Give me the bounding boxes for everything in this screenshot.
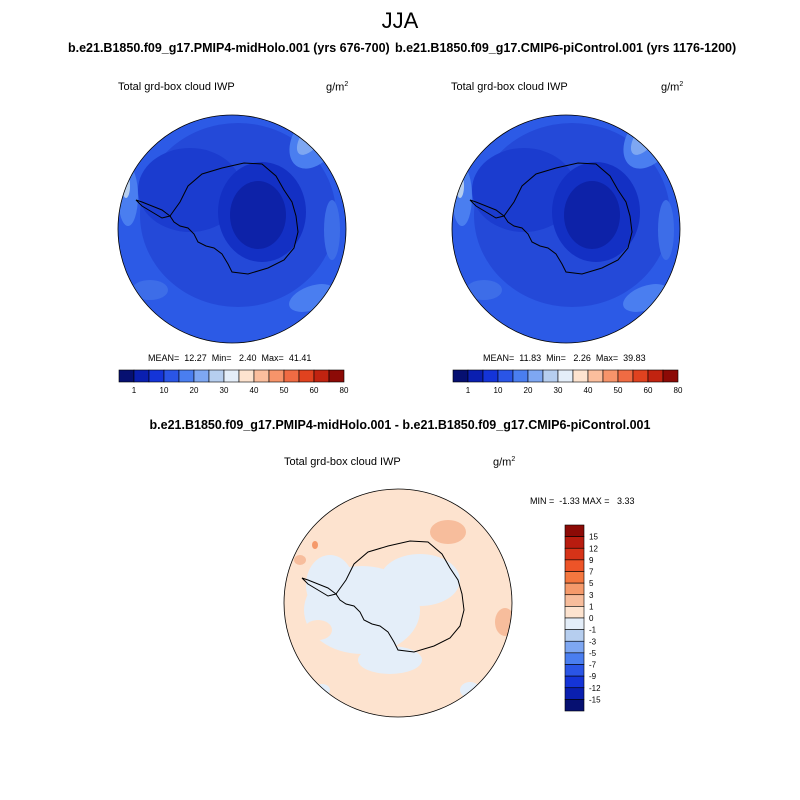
colorbar-left-swatch: [298, 369, 315, 383]
panel-right-run-title: b.e21.B1850.f09_g17.CMIP6-piControl.001 …: [395, 41, 737, 55]
panel-right-variable-label: Total grd-box cloud IWP: [451, 81, 568, 93]
colorbar-difference-tick-label: -12: [589, 684, 601, 693]
figure-title: JJA: [381, 8, 419, 33]
difference-units: g/m2: [493, 456, 516, 469]
colorbar-difference-swatch: [564, 640, 585, 654]
difference-stats: MIN = -1.33 MAX = 3.33: [530, 496, 635, 506]
colorbar-left-swatch: [133, 369, 150, 383]
colorbar-difference-swatch: [564, 571, 585, 584]
colorbar-left-swatch: [163, 369, 180, 383]
colorbar-difference-tick-label: -5: [589, 649, 597, 658]
colorbar-difference-swatch: [564, 652, 585, 665]
colorbar-difference-tick-label: -3: [589, 637, 597, 646]
colorbar-right-swatch: [527, 369, 544, 383]
colorbar-difference-tick-label: 3: [589, 591, 594, 600]
colorbar-difference-swatch: [564, 559, 585, 572]
colorbar-difference-swatch: [564, 629, 585, 642]
colorbar-difference-swatch: [564, 582, 585, 596]
colorbar-left-swatch: [148, 369, 165, 383]
colorbar-right-swatch: [587, 369, 604, 383]
colorbar-difference-tick-label: 15: [589, 533, 598, 542]
colorbar-difference-tick-label: -1: [589, 626, 597, 635]
colorbar-left-tick-label: 50: [280, 386, 289, 395]
colorbar-right-swatch: [512, 369, 529, 383]
panel-left-units: g/m2: [326, 81, 349, 94]
colorbar-difference-tick-label: 9: [589, 556, 594, 565]
colorbar-left-tick-label: 60: [310, 386, 319, 395]
colorbar-right-tick-label: 10: [494, 386, 503, 395]
colorbar-difference-swatch: [564, 524, 585, 537]
colorbar-difference-swatch: [564, 687, 585, 700]
colorbar-right-tick-label: 80: [674, 386, 683, 395]
map-difference: [283, 488, 513, 718]
colorbar-right-swatch: [497, 369, 514, 383]
colorbar-right-tick-label: 1: [466, 386, 471, 395]
colorbar-left-swatch: [178, 369, 195, 383]
colorbar-right-swatch: [662, 369, 679, 383]
colorbar-difference-tick-label: 7: [589, 568, 594, 577]
colorbar-right-swatch: [602, 369, 619, 383]
panel-right-units: g/m2: [661, 81, 684, 94]
colorbar-left-swatch: [253, 369, 270, 383]
colorbar-difference-tick-label: -9: [589, 672, 597, 681]
colorbar-left-tick-label: 40: [250, 386, 259, 395]
colorbar-difference-tick-label: 1: [589, 602, 594, 611]
colorbar-right-swatch: [482, 369, 499, 383]
colorbar-left-swatch: [238, 369, 255, 383]
colorbar-difference: 15 12 9 7 5 3 1 0 -1 -3 -5 -7 -9 -12 -15: [564, 524, 601, 712]
colorbar-left-swatch: [283, 369, 300, 383]
difference-variable-label: Total grd-box cloud IWP: [284, 456, 401, 468]
colorbar-right-swatch: [467, 369, 484, 383]
colorbar-left-tick-label: 80: [340, 386, 349, 395]
map-right-picontrol: [451, 114, 681, 344]
colorbar-left-tick-label: 20: [190, 386, 199, 395]
colorbar-left-tick-label: 1: [132, 386, 137, 395]
colorbar-left-swatch: [223, 369, 240, 383]
colorbar-right: 1 10 20 30 40 50 60 80: [452, 369, 683, 395]
colorbar-difference-swatch: [564, 617, 585, 630]
colorbar-left-swatch: [118, 369, 135, 383]
colorbar-left-swatch: [193, 369, 210, 383]
colorbar-difference-tick-label: -15: [589, 695, 601, 704]
colorbar-left-tick-label: 10: [160, 386, 169, 395]
colorbar-difference-swatch: [564, 547, 585, 561]
colorbar-right-tick-label: 60: [644, 386, 653, 395]
colorbar-difference-tick-label: 5: [589, 579, 594, 588]
colorbar-difference-tick-label: 12: [589, 544, 598, 553]
colorbar-right-swatch: [647, 369, 664, 383]
colorbar-difference-swatch: [564, 664, 585, 677]
colorbar-right-swatch: [632, 369, 649, 383]
colorbar-right-swatch: [542, 369, 559, 383]
colorbar-left-swatch: [328, 369, 345, 383]
panel-right-stats: MEAN= 11.83 Min= 2.26 Max= 39.83: [483, 353, 646, 363]
panel-left-stats: MEAN= 12.27 Min= 2.40 Max= 41.41: [148, 353, 312, 363]
colorbar-right-tick-label: 50: [614, 386, 623, 395]
colorbar-left-swatch: [208, 369, 225, 383]
colorbar-difference-swatch: [564, 594, 585, 607]
difference-run-title: b.e21.B1850.f09_g17.PMIP4-midHolo.001 - …: [149, 418, 651, 432]
colorbar-left-swatch: [268, 369, 285, 383]
colorbar-right-tick-label: 40: [584, 386, 593, 395]
colorbar-left: 1 10 20 30 40 50 60 80: [118, 369, 349, 395]
map-left-midholo: [117, 114, 347, 344]
colorbar-right-tick-label: 30: [554, 386, 563, 395]
colorbar-right-swatch: [557, 369, 574, 383]
colorbar-difference-swatch: [564, 536, 585, 549]
colorbar-right-swatch: [572, 369, 589, 383]
panel-left-run-title: b.e21.B1850.f09_g17.PMIP4-midHolo.001 (y…: [68, 41, 390, 55]
panel-left-variable-label: Total grd-box cloud IWP: [118, 81, 235, 93]
colorbar-right-swatch: [617, 369, 634, 383]
colorbar-left-swatch: [313, 369, 330, 383]
colorbar-right-swatch: [452, 369, 469, 383]
colorbar-difference-swatch: [564, 699, 585, 712]
colorbar-difference-tick-label: 0: [589, 614, 594, 623]
colorbar-right-tick-label: 20: [524, 386, 533, 395]
colorbar-difference-swatch: [564, 606, 585, 619]
colorbar-left-tick-label: 30: [220, 386, 229, 395]
colorbar-difference-tick-label: -7: [589, 661, 597, 670]
colorbar-difference-swatch: [564, 675, 585, 689]
